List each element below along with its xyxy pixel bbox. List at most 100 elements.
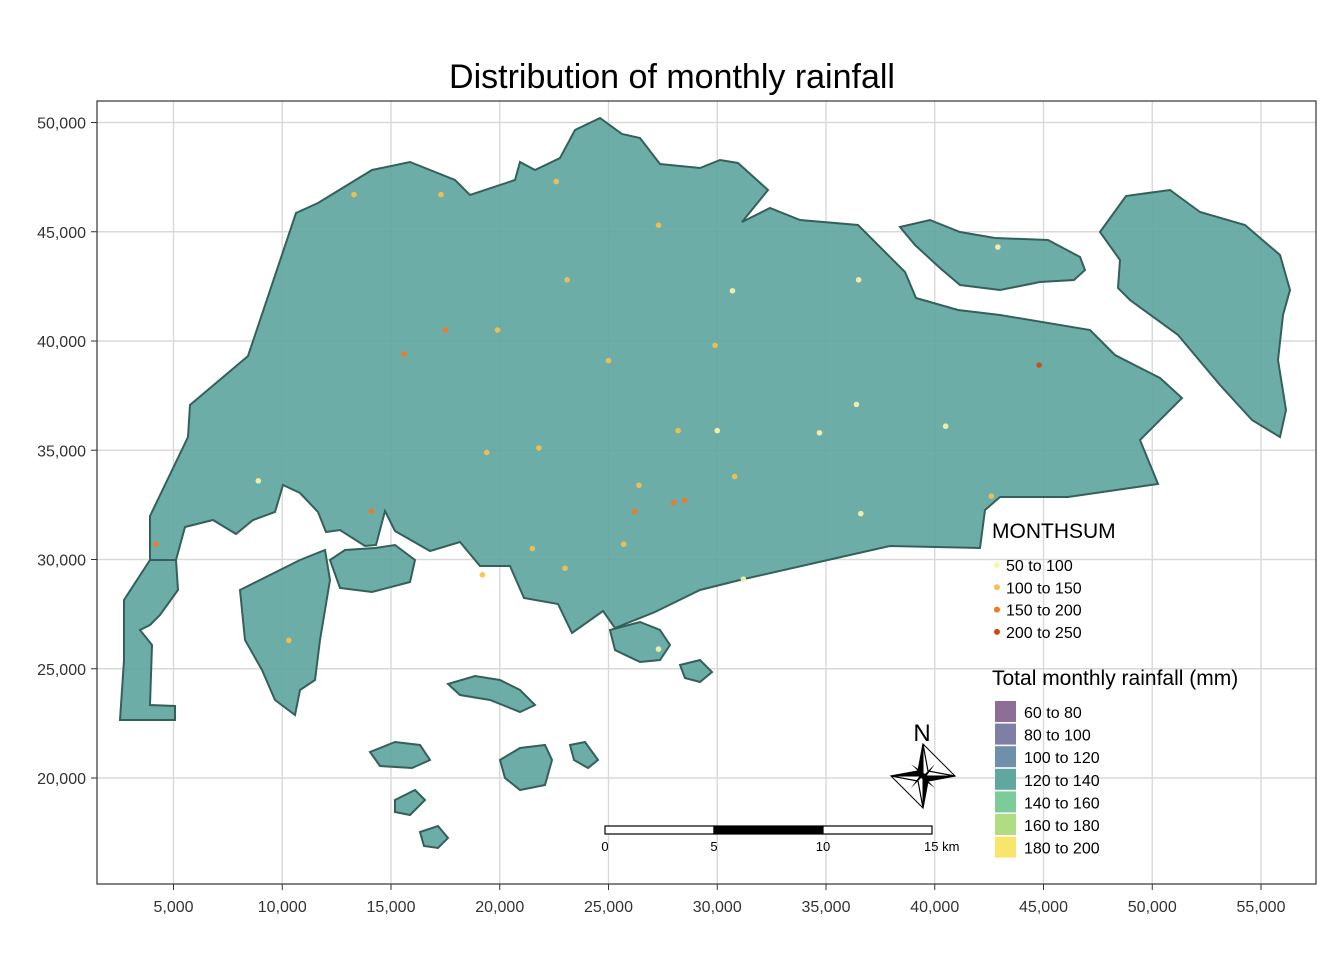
rainfall-station-point [368, 508, 375, 515]
raster-legend-swatch [995, 768, 1016, 790]
rainfall-station-point [494, 327, 501, 333]
rainfall-station-point [655, 222, 662, 228]
station-legend-label: 200 to 250 [1006, 625, 1082, 642]
pulau-tekong [1098, 188, 1292, 439]
jurong-island [328, 543, 417, 594]
raster-legend-label: 100 to 120 [1024, 750, 1100, 767]
x-tick-label: 55,000 [1237, 899, 1286, 916]
rainfall-station-point [670, 499, 677, 506]
raster-legend-swatch [995, 723, 1016, 745]
rainfall-station-point [995, 244, 1001, 250]
rainfall-station-point [536, 445, 542, 451]
scale-label-15km: 15 km [924, 839, 959, 854]
rainfall-station-point [562, 565, 568, 572]
raster-legend-swatch [995, 814, 1016, 835]
north-arrow: N [889, 720, 957, 810]
raster-legend-swatch [995, 791, 1016, 813]
y-tick-label: 20,000 [37, 771, 86, 788]
rainfall-stations [153, 178, 1042, 652]
rainfall-station-point [351, 191, 357, 198]
scale-label-0: 0 [601, 839, 608, 854]
panel-border [96, 100, 1317, 885]
y-tick-label: 25,000 [37, 662, 86, 679]
compass-star-icon [889, 742, 957, 810]
y-tick-label: 30,000 [37, 553, 86, 570]
southern-island-b [446, 674, 537, 714]
x-tick-label: 5,000 [153, 899, 193, 916]
rainfall-station-point [714, 427, 721, 434]
rainfall-station-point [681, 497, 688, 504]
y-tick-label: 45,000 [37, 225, 86, 242]
main-island [149, 116, 1184, 635]
x-tick-label: 35,000 [802, 899, 851, 916]
rainfall-station-point [853, 401, 860, 408]
x-tick-label: 20,000 [475, 899, 524, 916]
scale-label-10: 10 [816, 839, 830, 854]
singapore-landmass [118, 116, 1292, 850]
chart-title: Distribution of monthly rainfall [449, 58, 895, 96]
rainfall-station-point [858, 510, 864, 517]
pulau-ubin [898, 218, 1087, 292]
x-tick-label: 25,000 [584, 899, 633, 916]
station-legend-title: MONTHSUM [992, 520, 1116, 543]
rainfall-station-point [479, 571, 486, 578]
raster-legend-swatch [995, 836, 1016, 858]
x-tick-label: 50,000 [1128, 899, 1177, 916]
southern-island-d [418, 824, 450, 850]
y-tick-label: 50,000 [37, 116, 86, 133]
rainfall-station-point [855, 277, 862, 283]
rainfall-station-point [631, 508, 638, 515]
raster-legend-label: 80 to 100 [1024, 728, 1091, 745]
raster-legend-title: Total monthly rainfall (mm) [992, 667, 1238, 690]
scale-bar-segment-3 [822, 825, 933, 835]
southern-island-f [678, 658, 714, 684]
sentosa [608, 620, 672, 664]
rainfall-station-point [153, 541, 159, 548]
x-tick-label: 45,000 [1019, 899, 1068, 916]
rainfall-station-point [655, 646, 662, 652]
rainfall-station-point [740, 576, 747, 582]
rainfall-station-point [636, 482, 642, 489]
x-axis: 5,000 10,000 15,000 20,000 25,000 30,000 35,00… [153, 884, 1286, 916]
y-tick-label: 40,000 [37, 334, 86, 351]
y-axis: 20,000 25,000 30,000 35,000 40,000 45,000 50,0… [37, 116, 97, 788]
raster-legend-label: 120 to 140 [1024, 773, 1100, 790]
station-legend-key [994, 562, 1000, 568]
raster-legend-label: 60 to 80 [1024, 705, 1082, 722]
southern-island-c [394, 788, 427, 817]
scale-bar-segment-2 [713, 825, 824, 835]
rainfall-station-point [988, 493, 995, 499]
raster-legend: Total monthly rainfall (mm) 60 to 80 80 t… [992, 667, 1238, 858]
raster-legend-swatch [995, 746, 1016, 768]
rainfall-station-point [255, 478, 262, 484]
raster-legend-label: 160 to 180 [1024, 818, 1100, 835]
scale-label-5: 5 [710, 839, 717, 854]
rainfall-station-point [731, 473, 738, 480]
station-legend-key [994, 606, 1000, 613]
scale-bar: 0 5 10 15 km [601, 825, 959, 854]
station-legend: MONTHSUM 50 to 100 100 to 150 150 to 200 20… [992, 520, 1116, 642]
rainfall-station-point [620, 541, 627, 548]
western-islands [238, 548, 332, 717]
station-legend-label: 150 to 200 [1006, 603, 1082, 620]
raster-legend-label: 180 to 200 [1024, 841, 1100, 858]
southern-island-a [368, 740, 432, 770]
station-legend-items: 50 to 100 100 to 150 150 to 200 200 to 250 [994, 558, 1082, 642]
raster-legend-label: 140 to 160 [1024, 795, 1100, 812]
rainfall-station-point [438, 191, 444, 198]
station-legend-label: 50 to 100 [1006, 558, 1073, 575]
station-legend-key [994, 628, 1000, 635]
rainfall-station-point [942, 423, 949, 430]
rainfall-station-point [712, 342, 718, 349]
north-arrow-label: N [913, 720, 930, 747]
rainfall-station-point [529, 545, 536, 552]
southern-island-e [568, 740, 600, 770]
x-tick-label: 10,000 [258, 899, 307, 916]
rainfall-station-point [816, 429, 823, 436]
rainfall-station-point [442, 327, 449, 333]
x-tick-label: 15,000 [367, 899, 416, 916]
raster-legend-swatch [995, 701, 1016, 722]
x-tick-label: 40,000 [910, 899, 959, 916]
rainfall-station-point [729, 287, 736, 294]
rainfall-station-point [401, 351, 407, 357]
